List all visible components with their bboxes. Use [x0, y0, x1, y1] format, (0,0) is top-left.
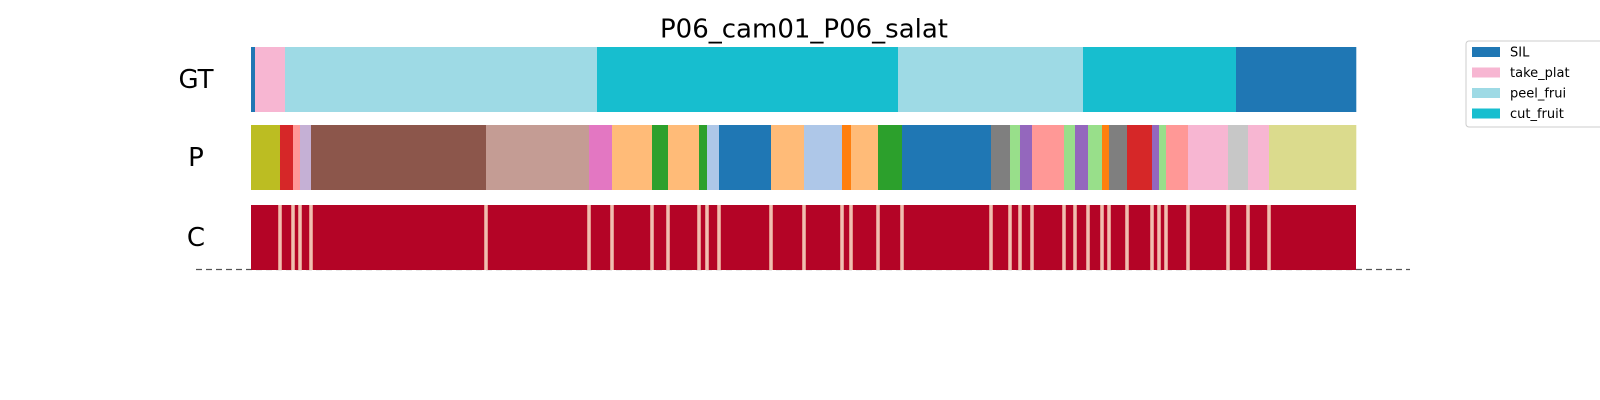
segment — [771, 125, 805, 190]
confidence-dip — [1165, 205, 1167, 270]
confidence-dip — [1108, 205, 1110, 270]
segment — [280, 125, 294, 190]
confidence-dip — [990, 205, 992, 270]
confidence-dip — [877, 205, 879, 270]
segment — [898, 47, 1084, 112]
segment — [842, 125, 852, 190]
confidence-dip — [841, 205, 843, 270]
segment — [1127, 125, 1153, 190]
segment — [1269, 125, 1357, 190]
segment — [293, 125, 301, 190]
confidence-dip — [1126, 205, 1128, 270]
row-label: P — [188, 143, 204, 173]
confidence-dip — [292, 205, 294, 270]
confidence-dip — [770, 205, 772, 270]
confidence-dip — [803, 205, 805, 270]
segment — [486, 125, 590, 190]
confidence-dip — [667, 205, 669, 270]
segment — [1152, 125, 1160, 190]
segment — [1064, 125, 1076, 190]
confidence-dip — [299, 205, 301, 270]
confidence-dip — [1151, 205, 1153, 270]
segment — [589, 125, 613, 190]
segment — [1075, 125, 1089, 190]
legend-swatch — [1472, 47, 1500, 57]
segment — [1159, 125, 1167, 190]
segment — [300, 125, 312, 190]
segment — [1166, 125, 1189, 190]
segment — [902, 125, 992, 190]
segment — [991, 125, 1011, 190]
row-label: GT — [178, 65, 213, 95]
segment — [1010, 125, 1021, 190]
segment — [699, 125, 708, 190]
confidence-dip — [1074, 205, 1076, 270]
segment — [1102, 125, 1110, 190]
segment — [311, 125, 487, 190]
segment — [597, 47, 899, 112]
confidence-dip — [698, 205, 700, 270]
segment — [1228, 125, 1249, 190]
segment — [1020, 125, 1033, 190]
row-label: C — [187, 223, 205, 253]
segment — [707, 125, 720, 190]
legend-swatch — [1472, 108, 1500, 119]
confidence-dip — [1031, 205, 1033, 270]
confidence-dip — [850, 205, 852, 270]
confidence-dip — [485, 205, 487, 270]
legend-label: peel_frui — [1510, 87, 1566, 102]
confidence-dip — [1063, 205, 1065, 270]
segment — [1083, 47, 1237, 112]
confidence-dip — [1101, 205, 1103, 270]
segment — [719, 125, 772, 190]
confidence-dip — [1268, 205, 1270, 270]
segment — [804, 125, 843, 190]
confidence-dip — [1187, 205, 1189, 270]
segment — [255, 47, 286, 112]
confidence-dip — [588, 205, 590, 270]
segment — [1236, 47, 1357, 112]
legend-label: cut_fruit — [1510, 107, 1564, 122]
confidence-dip — [1158, 205, 1160, 270]
legend-label: SIL — [1510, 46, 1530, 61]
confidence-dip — [1227, 205, 1229, 270]
segment — [1109, 125, 1128, 190]
legend: SIL take_plat peel_frui cut_fruit — [1465, 40, 1600, 128]
legend-label: take_plat — [1510, 66, 1570, 81]
segment — [1032, 125, 1065, 190]
segment — [612, 125, 653, 190]
chart-title: P06_cam01_P06_salat — [660, 15, 948, 45]
legend-frame — [1465, 40, 1600, 128]
segment — [1188, 125, 1229, 190]
confidence-dip — [1087, 205, 1089, 270]
confidence-dip — [718, 205, 720, 270]
confidence-dip — [1019, 205, 1021, 270]
legend-swatch — [1472, 88, 1500, 98]
segment — [878, 125, 903, 190]
confidence-dip — [611, 205, 613, 270]
segment — [668, 125, 700, 190]
segment — [1248, 125, 1270, 190]
confidence-dip — [706, 205, 708, 270]
segment — [251, 47, 256, 112]
legend-swatch — [1472, 67, 1500, 78]
confidence-dip — [1009, 205, 1011, 270]
segment — [1088, 125, 1103, 190]
segment — [851, 125, 879, 190]
confidence-dip — [310, 205, 312, 270]
segment — [285, 47, 598, 112]
segment — [652, 125, 669, 190]
confidence-dip — [901, 205, 903, 270]
confidence-dip — [279, 205, 281, 270]
confidence-dip — [1247, 205, 1249, 270]
confidence-dip — [651, 205, 653, 270]
segment — [251, 125, 281, 190]
